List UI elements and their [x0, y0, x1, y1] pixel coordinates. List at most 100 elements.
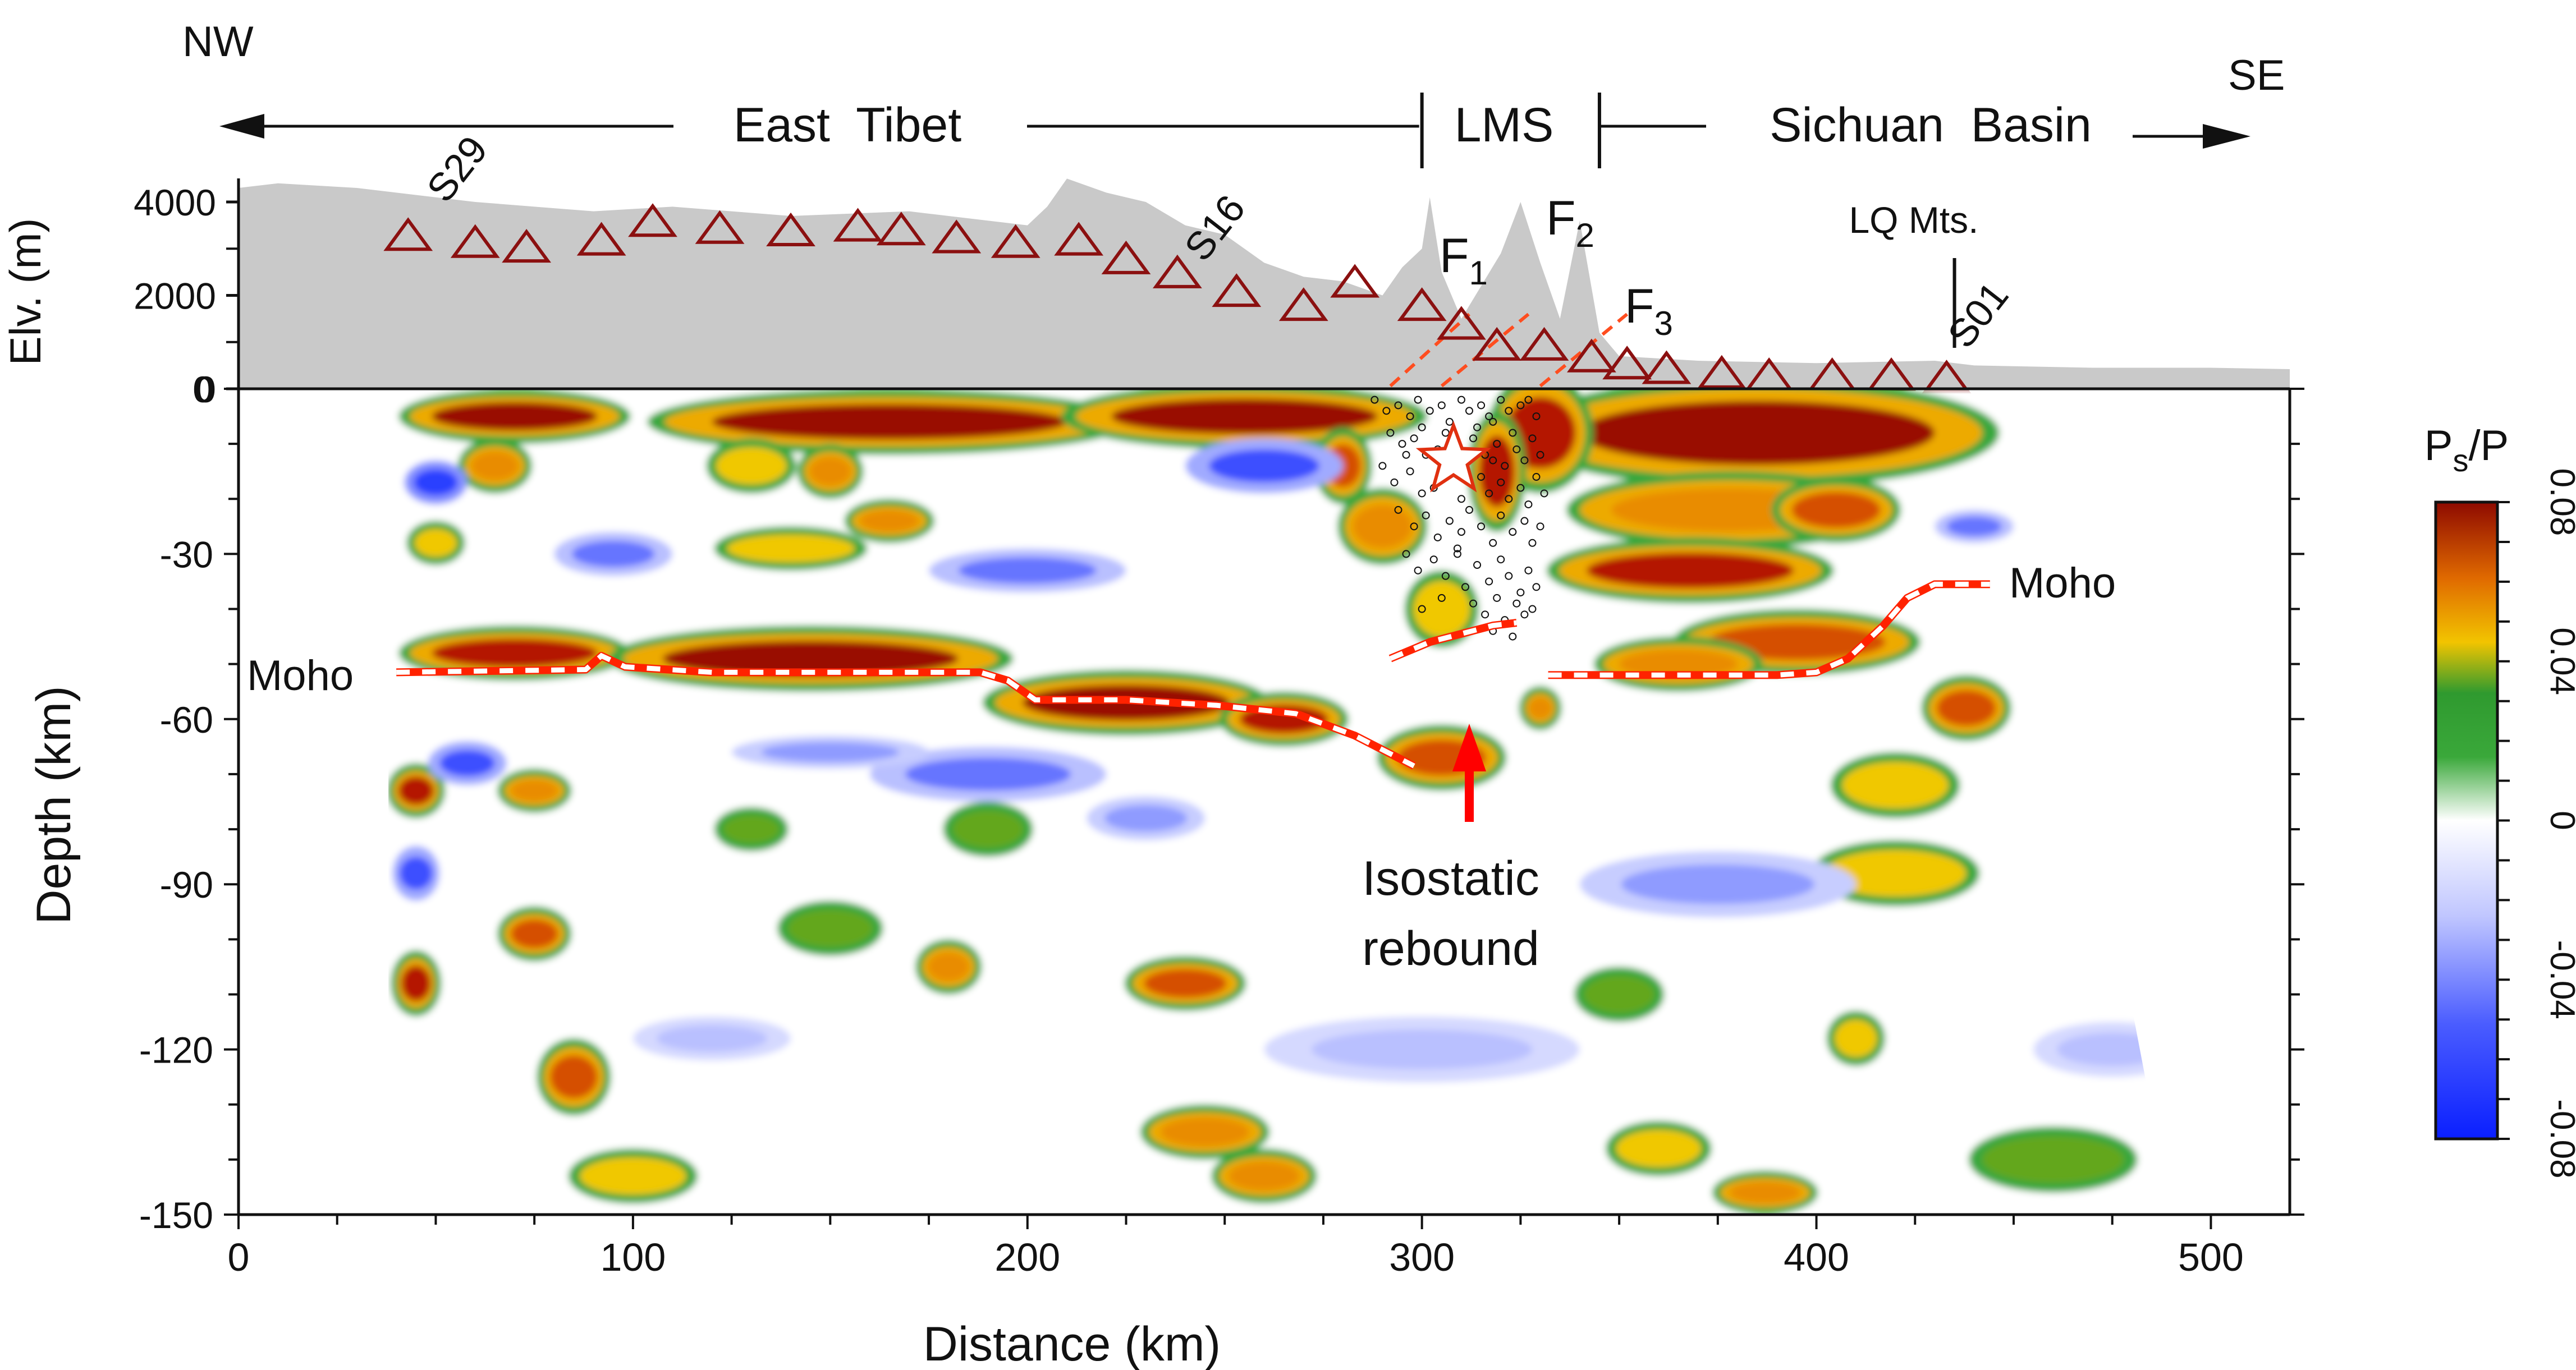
x-tick-label: 200	[994, 1235, 1060, 1279]
anomaly-core	[1616, 1129, 1702, 1167]
anomaly-core	[550, 1055, 598, 1098]
anomaly-core	[1946, 516, 2002, 536]
station-triangle	[766, 212, 815, 246]
seismic-event	[1536, 522, 1544, 531]
seismic-event	[1497, 396, 1505, 404]
seismic-event	[1461, 583, 1469, 591]
anomaly-core	[399, 857, 433, 890]
anomaly-core	[1209, 449, 1319, 482]
station-triangle	[502, 229, 552, 263]
seismic-event	[1418, 423, 1426, 431]
seismic-event	[1512, 445, 1521, 453]
anomaly-core	[1579, 401, 1935, 465]
anomaly-core	[401, 965, 431, 1001]
seismic-event	[1520, 517, 1529, 525]
seismic-event	[1528, 605, 1537, 613]
anomaly-core	[1842, 761, 1949, 809]
x-tick-label: 0	[228, 1235, 250, 1279]
station-triangle	[932, 219, 982, 254]
depth-section: Moho Moho Isostatic rebound 0 -30 -60 -90 -1…	[27, 369, 2304, 1370]
seismic-event	[1512, 599, 1521, 608]
y-tick-label: -150	[139, 1194, 213, 1236]
seismic-event	[1528, 434, 1537, 443]
anomaly-core	[905, 757, 1071, 791]
seismic-event	[1429, 555, 1438, 564]
anomaly-core	[1982, 1136, 2124, 1183]
receiver-function-image	[388, 389, 2172, 1215]
seismic-event	[1394, 401, 1402, 410]
y-tick-label: -120	[139, 1029, 213, 1071]
seismic-event	[1414, 566, 1422, 574]
isostatic-rebound-arrow	[1452, 724, 1486, 822]
anomaly-core	[579, 1157, 686, 1195]
region-lms: LMS	[1455, 98, 1554, 152]
seismic-event	[1437, 401, 1446, 410]
anomaly-core	[1791, 492, 1881, 528]
station-triangle	[695, 210, 745, 244]
anomaly-core	[928, 952, 970, 981]
y-tick-label: 0	[192, 369, 213, 410]
station-triangle	[1212, 273, 1262, 307]
seismic-event	[1457, 396, 1465, 404]
colorbar-gradient	[2434, 500, 2499, 1141]
moho-west-dash	[396, 652, 1415, 769]
station-triangle	[876, 212, 926, 246]
station-triangle	[1697, 355, 1747, 389]
seismic-event	[1437, 594, 1446, 602]
anomaly-core	[1111, 398, 1378, 434]
anomaly-core	[2057, 1033, 2168, 1066]
station-triangle	[1602, 346, 1652, 380]
colorbar-ticks: -0.08 -0.04 0 0.04 0.08	[2497, 468, 2576, 1179]
fault-label: F1	[1440, 229, 1488, 292]
seismic-event	[1441, 429, 1450, 437]
moho-label-east: Moho	[2009, 559, 2116, 607]
y-tick-label: -30	[160, 534, 213, 575]
station-triangle	[1278, 287, 1328, 321]
fault-label: F2	[1546, 191, 1594, 254]
anomaly-core	[510, 920, 558, 949]
topography-axis: 0 2000 4000	[134, 178, 240, 410]
seismic-event	[1445, 517, 1454, 525]
region-sichuan-basin: Sichuan Basin	[1770, 98, 2092, 152]
seismic-event	[1532, 583, 1541, 591]
seismic-event	[1378, 462, 1387, 470]
seismic-event	[1540, 489, 1548, 498]
seismic-event	[1382, 407, 1391, 415]
colorbar-tick-label: -0.08	[2543, 1099, 2576, 1178]
seismic-stations	[383, 203, 1972, 394]
seismic-event	[1406, 467, 1414, 476]
seismic-event	[1386, 429, 1395, 437]
anomaly-core	[1621, 864, 1815, 904]
anomaly-core	[1311, 1029, 1533, 1069]
station-triangle	[1642, 350, 1692, 384]
seismic-event	[1402, 450, 1410, 459]
seismic-event	[1457, 495, 1465, 503]
station-triangle	[1437, 306, 1486, 340]
seismic-event	[1469, 599, 1478, 608]
seismic-event	[1532, 473, 1541, 481]
seismic-event	[1465, 407, 1473, 415]
anomaly-core	[1353, 505, 1413, 548]
seismic-event	[1532, 412, 1541, 421]
y-axis-label: Depth (km)	[27, 686, 81, 924]
seismic-event	[1457, 528, 1465, 536]
region-arrows	[219, 93, 2250, 168]
region-east-tibet: East Tibet	[734, 98, 961, 152]
hypocenter-star	[1415, 420, 1492, 493]
moho-label-west: Moho	[247, 652, 354, 700]
seismic-event	[1509, 632, 1517, 641]
rebound-label-line1: Isostatic	[1362, 852, 1539, 905]
faults: F1 F2 F3	[1389, 191, 1956, 388]
anomaly-core	[958, 557, 1097, 584]
anomaly-core	[1587, 552, 1794, 589]
colorbar-tick-label: 0.08	[2543, 468, 2576, 536]
anomaly-core	[414, 528, 457, 557]
label-se: SE	[2228, 52, 2285, 99]
moho-east-dash	[1548, 581, 1990, 678]
station-triangle	[1397, 287, 1447, 321]
topo-ylabel: Elv. (m)	[1, 218, 50, 366]
colorbar-tick-label: -0.04	[2543, 940, 2576, 1019]
station-triangle	[991, 224, 1041, 258]
seismic-event	[1414, 396, 1422, 404]
